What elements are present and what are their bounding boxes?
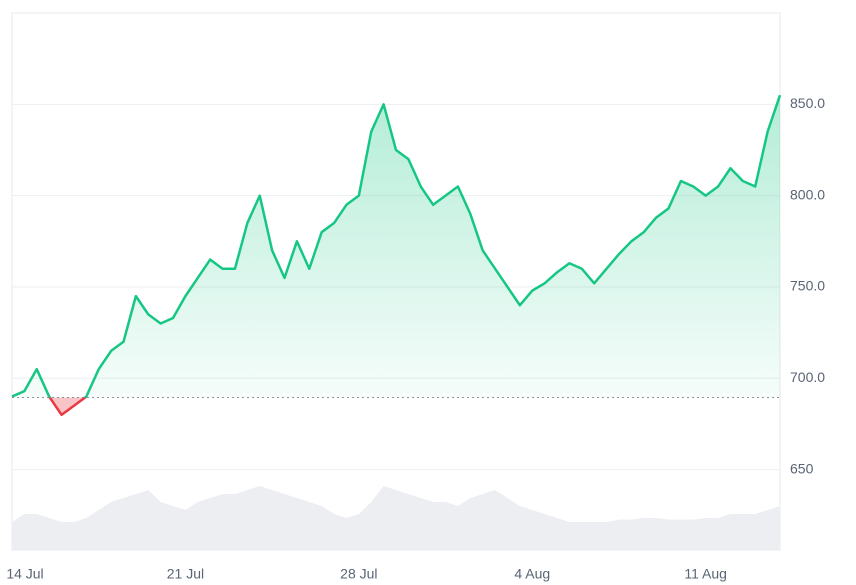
- y-tick-label: 650: [790, 460, 814, 476]
- y-tick-label: 750.0: [790, 278, 825, 294]
- x-tick-label: 28 Jul: [340, 566, 377, 582]
- x-tick-label: 21 Jul: [167, 566, 204, 582]
- y-tick-label: 800.0: [790, 186, 825, 202]
- volume-area: [12, 486, 780, 550]
- x-tick-label: 11 Aug: [684, 566, 727, 582]
- y-tick-label: 700.0: [790, 369, 825, 385]
- x-tick-label: 4 Aug: [514, 566, 550, 582]
- price-area: [12, 95, 780, 415]
- x-tick-label: 14 Jul: [6, 566, 43, 582]
- price-line: [11, 94, 782, 417]
- y-tick-label: 850.0: [790, 95, 825, 111]
